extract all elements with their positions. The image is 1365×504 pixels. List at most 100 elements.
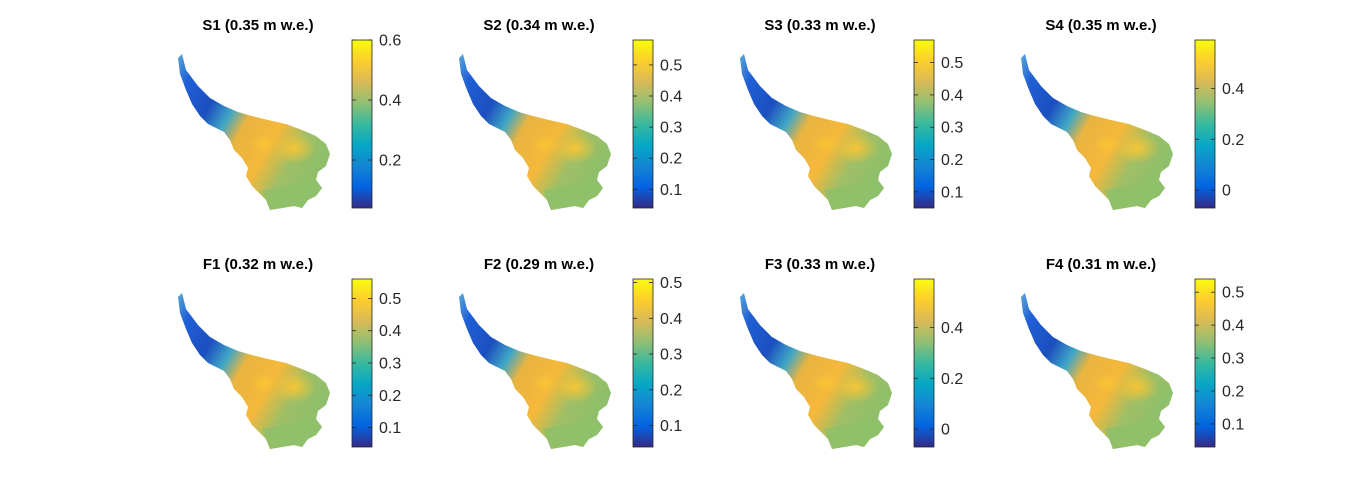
colorbar-frame bbox=[913, 278, 935, 448]
colorbar-tick-label: 0.2 bbox=[941, 152, 963, 169]
glacier-surface bbox=[459, 54, 611, 210]
panel-title: F2 (0.29 m w.e.) bbox=[484, 256, 594, 273]
colorbar-tick-label: 0.4 bbox=[379, 323, 401, 340]
high-balance-zone bbox=[1115, 132, 1159, 164]
glacier-surface bbox=[740, 293, 892, 449]
glacier-map bbox=[1021, 293, 1173, 449]
panel-title: F3 (0.33 m w.e.) bbox=[765, 256, 875, 273]
glacier-map bbox=[459, 293, 611, 449]
panel-8: F4 (0.31 m w.e.) 0.1 0.2 0.3 0.4 0.5 bbox=[1021, 256, 1244, 449]
colorbar-scale bbox=[352, 279, 372, 447]
panel-6: F2 (0.29 m w.e.) 0.1 0.2 0.3 0.4 0.5 bbox=[459, 256, 682, 449]
colorbar-tick-label: 0.4 bbox=[941, 87, 963, 104]
lower-tongue bbox=[824, 419, 884, 449]
colorbar-frame bbox=[632, 39, 654, 209]
high-balance-zone bbox=[812, 134, 840, 154]
panel-title: S2 (0.34 m w.e.) bbox=[483, 17, 594, 34]
glacier-surface bbox=[1021, 293, 1173, 449]
panel-1: S1 (0.35 m w.e.) 0.2 0.4 0.6 bbox=[178, 17, 401, 210]
glacier-map bbox=[1021, 54, 1173, 210]
colorbar-scale bbox=[633, 279, 653, 447]
colorbar: 0.1 0.2 0.3 0.4 0.5 bbox=[351, 278, 401, 448]
glacier-map bbox=[740, 293, 892, 449]
lower-tongue bbox=[1105, 419, 1165, 449]
high-balance-zone bbox=[834, 132, 878, 164]
lower-tongue bbox=[543, 180, 603, 210]
high-balance-zone bbox=[531, 134, 559, 154]
colorbar-tick-label: 0.4 bbox=[660, 89, 682, 106]
colorbar-frame bbox=[1194, 278, 1216, 448]
colorbar-tick-label: 0.1 bbox=[660, 182, 682, 199]
high-balance-zone bbox=[1093, 373, 1121, 393]
colorbar-tick-label: 0.3 bbox=[660, 120, 682, 137]
colorbar: 0.1 0.2 0.3 0.4 0.5 bbox=[1194, 278, 1244, 448]
colorbar-tick-label: 0.4 bbox=[941, 320, 963, 337]
colorbar-tick-label: 0.3 bbox=[379, 356, 401, 373]
colorbar-tick-label: 0.5 bbox=[941, 55, 963, 72]
panel-title: S1 (0.35 m w.e.) bbox=[202, 17, 313, 34]
colorbar-tick-label: 0 bbox=[1222, 183, 1231, 200]
colorbar-tick-label: 0.4 bbox=[379, 93, 401, 110]
colorbar-tick-label: 0.2 bbox=[660, 382, 682, 399]
colorbar-frame bbox=[1194, 39, 1216, 209]
colorbar-frame bbox=[632, 278, 654, 448]
colorbar-tick-label: 0.2 bbox=[1222, 132, 1244, 149]
glacier-map bbox=[178, 54, 330, 210]
colorbar: 0.1 0.2 0.3 0.4 0.5 bbox=[632, 39, 682, 209]
colorbar-tick-label: 0.1 bbox=[660, 418, 682, 435]
colorbar: 0.1 0.2 0.3 0.4 0.5 bbox=[632, 275, 682, 448]
high-balance-zone bbox=[834, 371, 878, 403]
colorbar-tick-label: 0.4 bbox=[660, 311, 682, 328]
high-balance-zone bbox=[250, 134, 278, 154]
colorbar-tick-label: 0.1 bbox=[379, 420, 401, 437]
colorbar: 0.1 0.2 0.3 0.4 0.5 bbox=[913, 39, 963, 209]
colorbar-tick-label: 0 bbox=[941, 422, 950, 439]
colorbar: 0 0.2 0.4 bbox=[913, 278, 963, 448]
colorbar-tick-label: 0.2 bbox=[379, 388, 401, 405]
colorbar-tick-label: 0.5 bbox=[660, 57, 682, 74]
colorbar-tick-label: 0.6 bbox=[379, 33, 401, 50]
lower-tongue bbox=[824, 180, 884, 210]
high-balance-zone bbox=[531, 373, 559, 393]
colorbar-scale bbox=[1195, 40, 1215, 208]
glacier-surface bbox=[459, 293, 611, 449]
glacier-surface bbox=[178, 293, 330, 449]
colorbar-scale bbox=[914, 279, 934, 447]
colorbar-tick-label: 0.4 bbox=[1222, 318, 1244, 335]
colorbar-tick-label: 0.3 bbox=[941, 120, 963, 137]
panel-3: S3 (0.33 m w.e.) 0.1 0.2 0.3 0.4 0.5 bbox=[740, 17, 963, 210]
colorbar-tick-label: 0.5 bbox=[660, 275, 682, 292]
colorbar: 0.2 0.4 0.6 bbox=[351, 33, 401, 209]
colorbar-frame bbox=[351, 39, 373, 209]
panel-4: S4 (0.35 m w.e.) 0 0.2 0.4 bbox=[1021, 17, 1244, 210]
high-balance-zone bbox=[553, 132, 597, 164]
colorbar-scale bbox=[352, 40, 372, 208]
colorbar-tick-label: 0.3 bbox=[1222, 351, 1244, 368]
glacier-map bbox=[459, 54, 611, 210]
high-balance-zone bbox=[1115, 371, 1159, 403]
high-balance-zone bbox=[812, 373, 840, 393]
colorbar-tick-label: 0.3 bbox=[660, 347, 682, 364]
panel-grid: S1 (0.35 m w.e.) 0.2 0.4 0.6 S2 (0.34 m w.e.… bbox=[178, 17, 1244, 449]
high-balance-zone bbox=[1093, 134, 1121, 154]
colorbar-tick-label: 0.2 bbox=[941, 371, 963, 388]
panel-7: F3 (0.33 m w.e.) 0 0.2 0.4 bbox=[740, 256, 963, 449]
colorbar-tick-label: 0.1 bbox=[1222, 416, 1244, 433]
high-balance-zone bbox=[553, 371, 597, 403]
colorbar-tick-label: 0.2 bbox=[660, 151, 682, 168]
colorbar-tick-label: 0.2 bbox=[1222, 384, 1244, 401]
lower-tongue bbox=[543, 419, 603, 449]
colorbar-scale bbox=[633, 40, 653, 208]
glacier-map bbox=[740, 54, 892, 210]
panel-2: S2 (0.34 m w.e.) 0.1 0.2 0.3 0.4 0.5 bbox=[459, 17, 682, 210]
colorbar: 0 0.2 0.4 bbox=[1194, 39, 1244, 209]
glacier-surface bbox=[740, 54, 892, 210]
lower-tongue bbox=[262, 419, 322, 449]
high-balance-zone bbox=[272, 371, 316, 403]
lower-tongue bbox=[1105, 180, 1165, 210]
glacier-map bbox=[178, 293, 330, 449]
panel-title: F1 (0.32 m w.e.) bbox=[203, 256, 313, 273]
panel-title: F4 (0.31 m w.e.) bbox=[1046, 256, 1156, 273]
panel-5: F1 (0.32 m w.e.) 0.1 0.2 0.3 0.4 0.5 bbox=[178, 256, 401, 449]
